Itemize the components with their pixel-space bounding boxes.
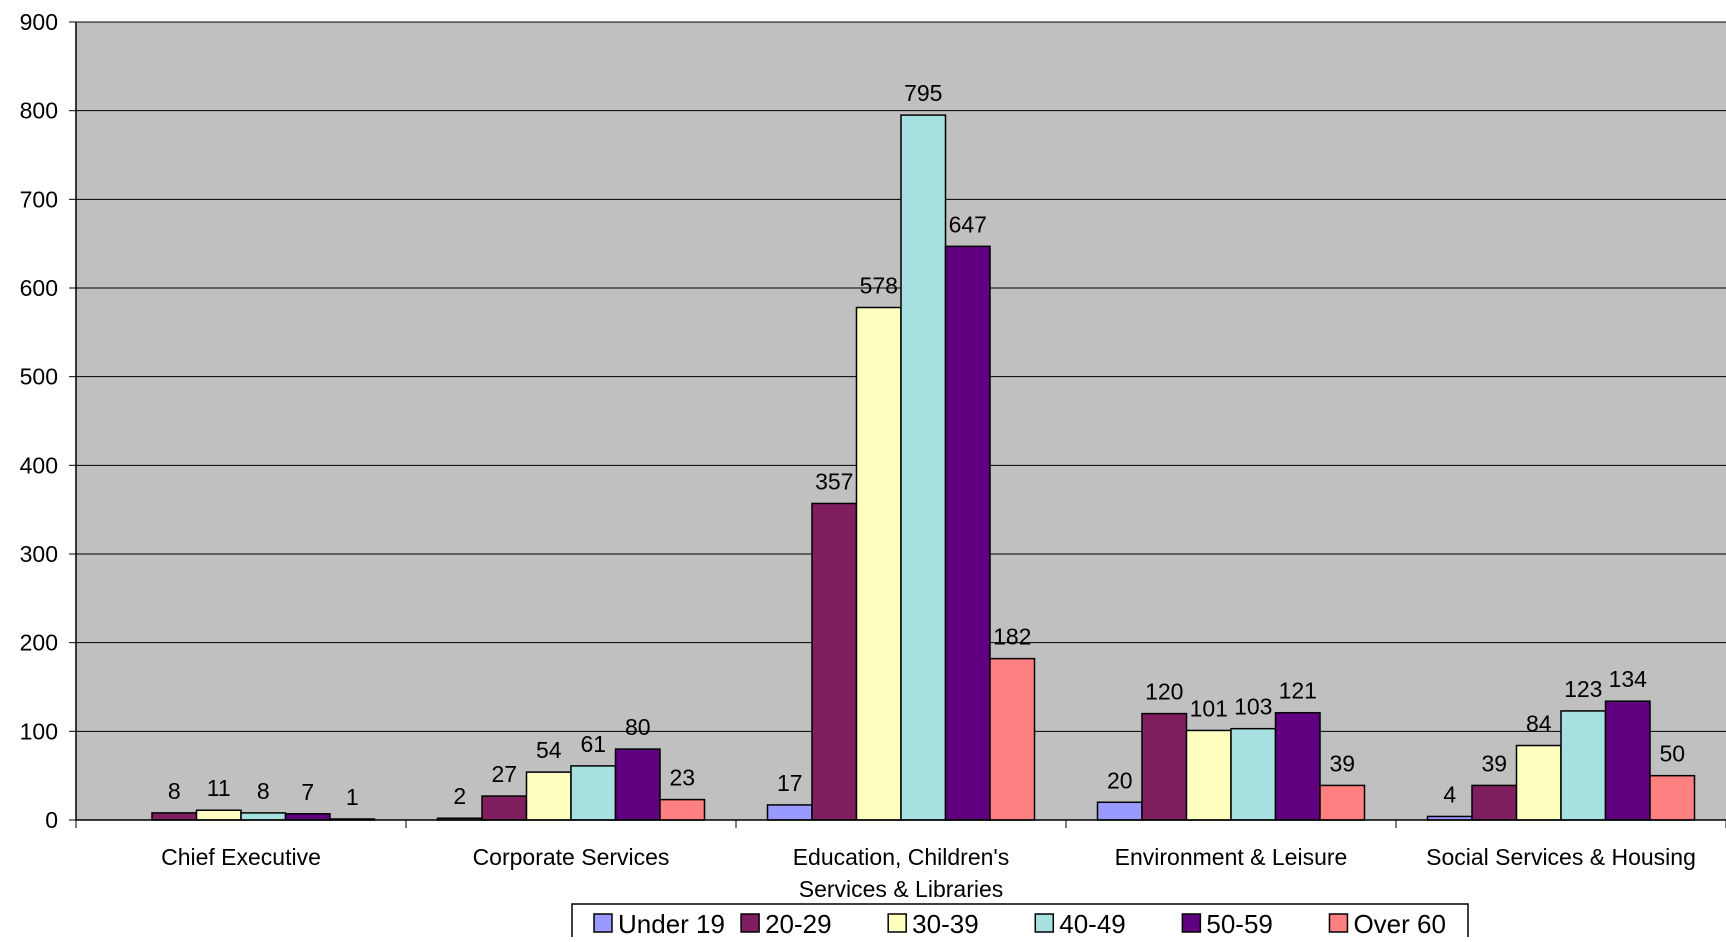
bars (151, 114, 1696, 821)
legend-label: 20-29 (765, 909, 832, 937)
bar (614, 748, 661, 821)
legend-label: Under 19 (618, 909, 725, 937)
data-label: 27 (491, 761, 517, 787)
data-label: 8 (168, 778, 181, 804)
data-label: 54 (536, 737, 562, 763)
bar (525, 771, 572, 821)
bar (240, 812, 287, 821)
data-label: 578 (860, 273, 898, 299)
bar (989, 657, 1036, 821)
data-label: 8 (257, 778, 270, 804)
data-label: 357 (815, 468, 853, 494)
y-tick-label: 400 (20, 452, 58, 478)
data-label: 11 (207, 775, 231, 801)
labels: 0 100 200 300 400 500 600 700 800 900 8 11 8 7 1 Chief … (20, 9, 1696, 902)
legend: Under 19 20-29 30-39 40-49 50-59 Over 60 (571, 903, 1469, 942)
x-tick-label: Education, Children's (793, 844, 1010, 870)
legend-swatch (1181, 913, 1202, 933)
bar (284, 813, 331, 821)
y-tick-label: 100 (20, 718, 58, 744)
x-tick-label: Social Services & Housing (1426, 844, 1696, 870)
data-label: 121 (1279, 678, 1317, 704)
data-label: 23 (669, 765, 695, 791)
y-tick-label: 200 (20, 630, 58, 656)
bar (151, 812, 198, 821)
bar (1096, 801, 1143, 821)
data-label: 61 (580, 731, 606, 757)
bar (1604, 700, 1651, 821)
data-label: 795 (904, 80, 942, 106)
bar (1649, 774, 1696, 821)
data-label: 134 (1609, 666, 1648, 692)
x-tick-label: Chief Executive (161, 844, 321, 870)
data-label: 4 (1443, 781, 1456, 807)
x-tick-label: Corporate Services (473, 844, 670, 870)
bar (855, 306, 902, 821)
legend-label: 30-39 (912, 909, 979, 937)
bar (1141, 712, 1188, 821)
data-label: 103 (1234, 694, 1272, 720)
legend-swatch (1328, 913, 1349, 933)
data-label: 80 (625, 714, 651, 740)
x-tick-label: Services & Libraries (799, 876, 1004, 902)
legend-label: 50-59 (1206, 909, 1273, 937)
y-tick-label: 800 (20, 98, 58, 124)
data-label: 101 (1190, 695, 1228, 721)
bar (570, 765, 617, 821)
data-label: 647 (949, 211, 987, 237)
data-label: 20 (1107, 767, 1133, 793)
y-tick-label: 500 (20, 364, 58, 390)
axes (69, 21, 1726, 828)
data-label: 2 (453, 783, 466, 809)
data-label: 123 (1564, 676, 1602, 702)
y-tick-label: 0 (45, 807, 58, 833)
data-label: 39 (1481, 750, 1507, 776)
bar (1560, 710, 1607, 821)
data-label: 50 (1659, 741, 1685, 767)
data-label: 182 (993, 624, 1031, 650)
legend-swatch (593, 913, 613, 933)
y-tick-label: 300 (20, 541, 58, 567)
data-label: 120 (1145, 679, 1183, 705)
legend-swatch (740, 913, 760, 933)
bar (659, 798, 706, 821)
data-label: 7 (301, 779, 314, 805)
x-tick-label: Environment & Leisure (1115, 844, 1348, 870)
y-tick-label: 900 (20, 9, 58, 35)
data-label: 1 (346, 784, 359, 810)
bar (481, 795, 528, 821)
bar (766, 804, 813, 821)
legend-swatch (887, 913, 907, 933)
legend-label: Over 60 (1353, 909, 1446, 937)
bar (1230, 727, 1277, 821)
bar (1471, 784, 1518, 821)
bar (1185, 729, 1232, 821)
bar (900, 114, 947, 821)
data-label: 39 (1329, 750, 1355, 776)
bar (1319, 784, 1366, 821)
bar (1515, 744, 1562, 821)
y-tick-label: 700 (20, 186, 58, 212)
data-label: 84 (1526, 711, 1552, 737)
data-label: 17 (777, 770, 803, 796)
bar (195, 809, 242, 821)
legend-label: 40-49 (1059, 909, 1126, 937)
legend-swatch (1034, 913, 1055, 933)
bar (944, 245, 991, 821)
legend-box (571, 903, 1469, 942)
bar (811, 502, 858, 821)
bar (1274, 711, 1321, 821)
y-tick-label: 600 (20, 275, 58, 301)
